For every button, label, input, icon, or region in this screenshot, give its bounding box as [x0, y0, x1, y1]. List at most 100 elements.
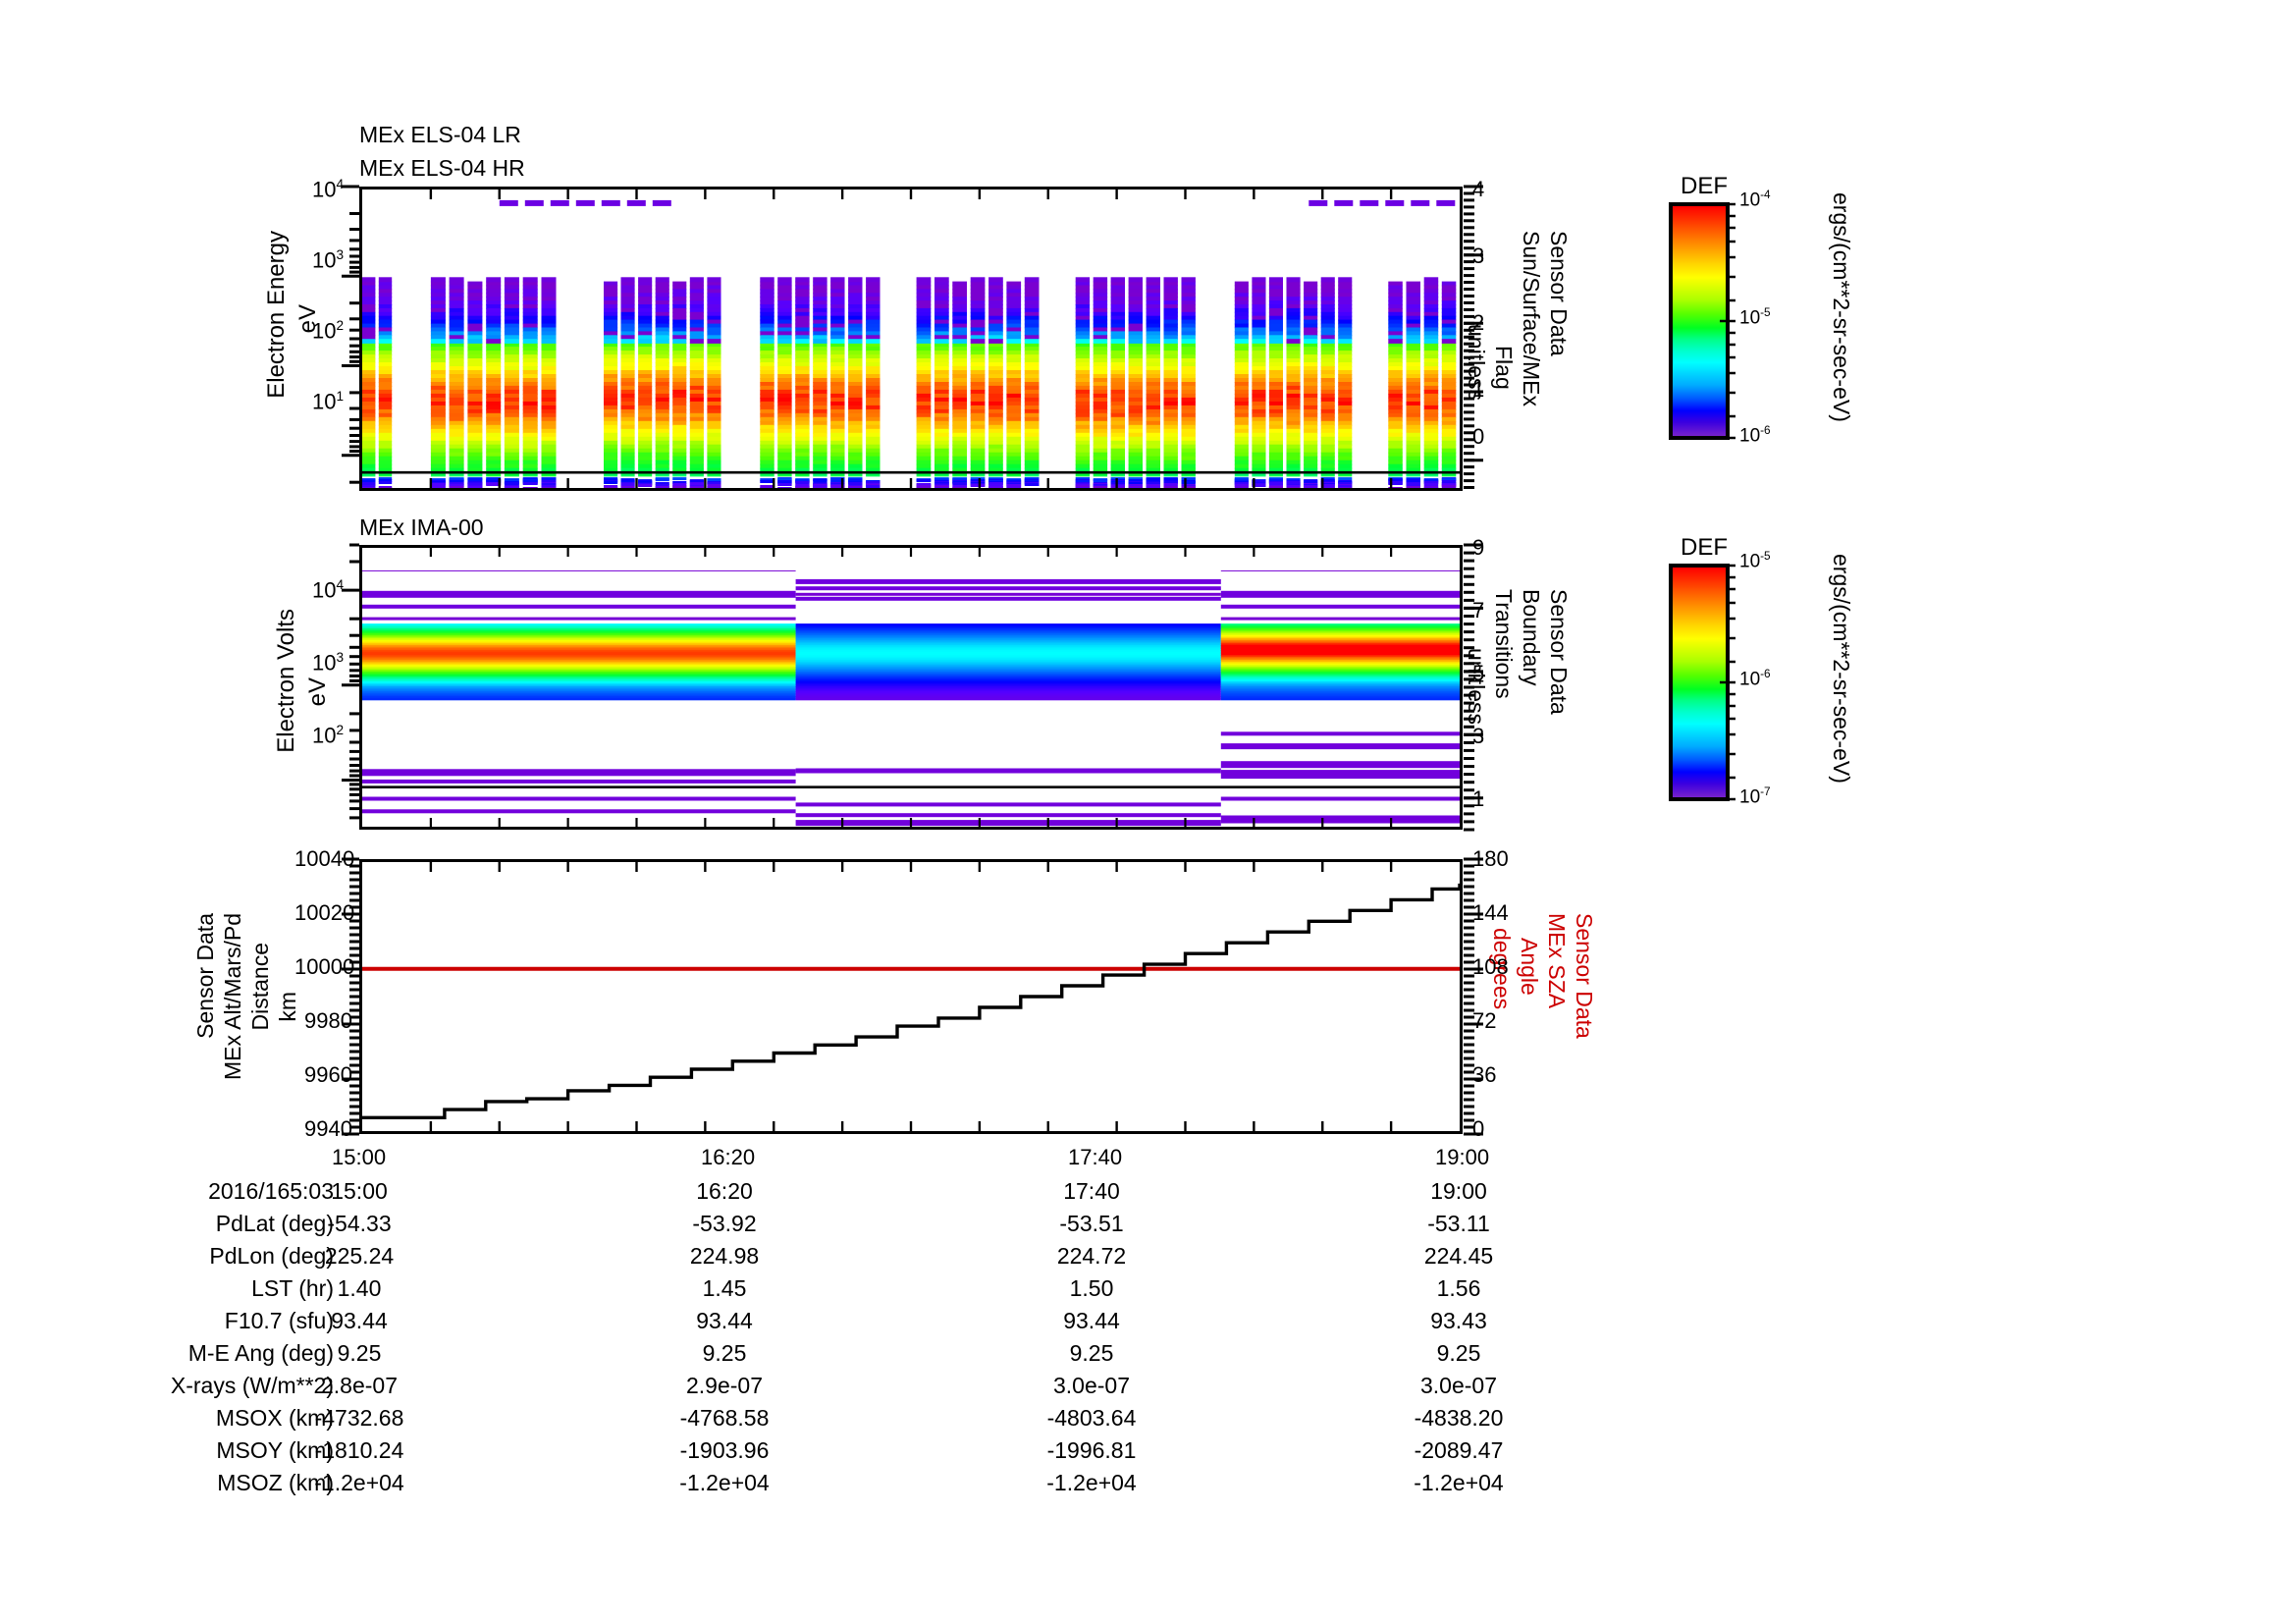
table-cell: 93.44	[696, 1308, 753, 1333]
table-cell: -4838.20	[1414, 1405, 1504, 1431]
table-cell: -1.2e+04	[679, 1470, 770, 1495]
panel3-right-label-l1: Sensor Data	[1572, 913, 1597, 1039]
panel1-ytick-10e4: 104	[312, 177, 345, 202]
colorbar2	[1669, 564, 1730, 801]
panel3-right-label-l3: Angle	[1517, 938, 1542, 996]
panel3-ytick-9980: 9980	[304, 1008, 352, 1033]
colorbar1-top-tick: 10-4	[1739, 189, 1771, 211]
panel1-right-label-l2: Sun/Surface/MEx	[1519, 231, 1544, 406]
panel2-spectrogram	[362, 548, 1460, 827]
panel3-ytick-9960: 9960	[304, 1062, 352, 1087]
panel3-right-tick-36: 36	[1472, 1062, 1497, 1087]
table-cell: -1.2e+04	[1046, 1470, 1137, 1495]
panel1-right-label-l1: Sensor Data	[1546, 231, 1572, 356]
panel3-ylabel-line1: Sensor Data	[192, 913, 218, 1039]
panel2-right-label-l1: Sensor Data	[1546, 589, 1572, 715]
panel1-right-label-l3: Flag	[1491, 346, 1517, 390]
colorbar1-ticks	[1720, 202, 1735, 440]
table-cell: -53.51	[1059, 1211, 1124, 1236]
table-cell: -1.2e+04	[314, 1470, 404, 1495]
table-cell: -1903.96	[679, 1437, 770, 1463]
panel2-ylabel-line1: Electron Volts	[273, 609, 299, 753]
table-row-label: MSOY (km)	[216, 1437, 334, 1463]
table-row-label: MSOZ (km)	[217, 1470, 334, 1495]
panel1-ytick-10e2: 102	[312, 318, 345, 344]
panel1-left-ticks	[342, 185, 359, 484]
table-row-label: M-E Ang (deg)	[187, 1340, 334, 1366]
table-row-label: LST (hr)	[251, 1275, 334, 1301]
table-cell: -1810.24	[314, 1437, 404, 1463]
panel1-right-tick-1: 1	[1472, 377, 1485, 402]
panel2-right-label-l2: Boundary	[1519, 589, 1544, 686]
panel3-ytick-10000: 10000	[294, 954, 355, 979]
table-cell: 93.44	[1063, 1308, 1120, 1333]
table-cell: 1.50	[1069, 1275, 1114, 1301]
xaxis-tick-1500: 15:00	[332, 1145, 387, 1169]
panel1-right-ticks	[1464, 185, 1483, 489]
table-row-label: X-rays (W/m**2)	[170, 1373, 334, 1398]
panel2-right-tick-5: 5	[1472, 661, 1485, 685]
panel2-right-label-l3: Transitions	[1491, 589, 1517, 699]
panel3-plot-altitude[interactable]	[359, 859, 1463, 1134]
colorbar2-title: DEF	[1681, 534, 1728, 561]
panel3-ylabel-line3: Distance	[247, 943, 273, 1031]
panel2-plot-ima00[interactable]	[359, 545, 1463, 830]
panel1-ylabel-line1: Electron Energy	[263, 231, 290, 399]
panel3-right-ticks	[1464, 857, 1483, 1136]
panel1-spectrogram	[362, 189, 1460, 488]
panel2-right-tick-9: 9	[1472, 535, 1485, 560]
table-cell: 2.8e-07	[320, 1373, 398, 1398]
table-cell: 19:00	[1430, 1178, 1487, 1204]
panel2-left-ticks	[342, 543, 359, 820]
table-row-label: PdLat (deg)	[215, 1211, 334, 1236]
xaxis-tick-1740: 17:40	[1068, 1145, 1123, 1169]
table-cell: -4768.58	[679, 1405, 770, 1431]
panel2-ytick-10e3: 103	[312, 650, 345, 676]
table-cell: 15:00	[331, 1178, 388, 1204]
table-cell: 1.45	[702, 1275, 747, 1301]
table-cell: 1.40	[337, 1275, 382, 1301]
panel1-title-lr: MEx ELS-04 LR	[359, 122, 521, 147]
colorbar1-units: ergs/(cm**2-sr-sec-eV)	[1829, 192, 1854, 422]
panel2-title: MEx IMA-00	[359, 514, 484, 540]
table-cell: 3.0e-07	[1052, 1373, 1130, 1398]
table-cell: -53.92	[692, 1211, 757, 1236]
colorbar1-bot-tick: 10-6	[1739, 424, 1771, 447]
colorbar2-top-tick: 10-5	[1739, 550, 1771, 572]
panel1-right-tick-0: 0	[1472, 424, 1485, 449]
panel3-right-tick-108: 108	[1472, 954, 1509, 979]
xaxis-tick-1900: 19:00	[1435, 1145, 1490, 1169]
table-cell: 9.25	[1069, 1340, 1114, 1366]
table-cell: 1.56	[1436, 1275, 1481, 1301]
colorbar2-bot-tick: 10-7	[1739, 785, 1771, 808]
panel2-ytick-10e4: 104	[312, 577, 345, 603]
panel3-ylabel-line4: km	[275, 992, 300, 1022]
table-cell: -54.33	[327, 1211, 392, 1236]
table-cell: 2.9e-07	[685, 1373, 763, 1398]
table-cell: 17:40	[1063, 1178, 1120, 1204]
table-cell: 9.25	[702, 1340, 747, 1366]
panel3-right-tick-72: 72	[1472, 1008, 1497, 1033]
table-cell: 93.44	[331, 1308, 388, 1333]
table-cell: -2089.47	[1414, 1437, 1504, 1463]
table-row-label: F10.7 (sfu)	[224, 1308, 334, 1333]
panel2-right-ticks	[1464, 543, 1483, 832]
table-cell: 16:20	[696, 1178, 753, 1204]
table-cell: 225.24	[324, 1243, 395, 1269]
colorbar2-ticks	[1720, 564, 1735, 801]
panel2-right-tick-7: 7	[1472, 598, 1485, 622]
colorbar2-units: ergs/(cm**2-sr-sec-eV)	[1829, 554, 1854, 784]
panel3-ylabel-line2: MEx Alt/Mars/Pd	[220, 913, 245, 1080]
panel1-ytick-10e3: 103	[312, 247, 345, 273]
panel1-plot-els04[interactable]	[359, 187, 1463, 491]
panel1-title-hr: MEx ELS-04 HR	[359, 155, 525, 181]
panel3-left-ticks	[342, 857, 359, 1136]
table-cell: -53.11	[1427, 1211, 1490, 1236]
table-cell: -1.2e+04	[1414, 1470, 1504, 1495]
colorbar2-mid-tick: 10-6	[1739, 668, 1771, 690]
colorbar1-title: DEF	[1681, 173, 1728, 199]
table-row-label: MSOX (km)	[215, 1405, 334, 1431]
table-cell: 224.72	[1056, 1243, 1127, 1269]
table-row-label: PdLon (deg)	[209, 1243, 334, 1269]
colorbar1	[1669, 202, 1730, 440]
